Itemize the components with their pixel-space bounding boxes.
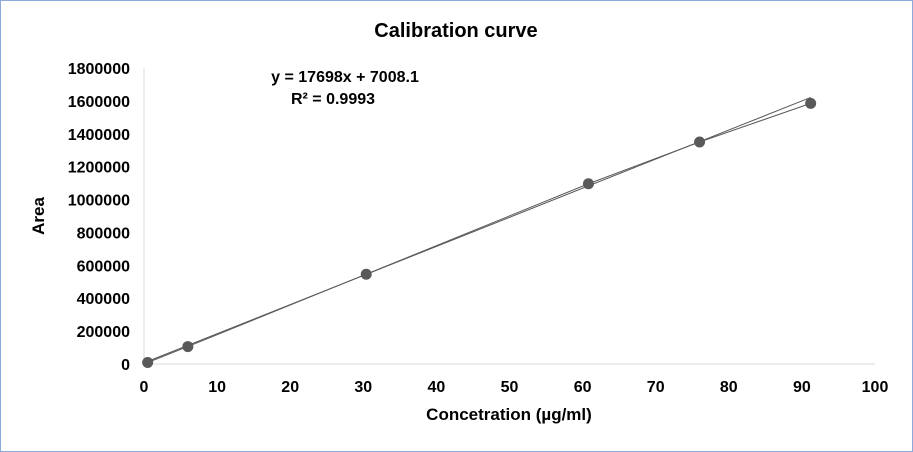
data-point <box>360 268 372 280</box>
x-tick-label: 70 <box>647 379 665 396</box>
x-tick-label: 40 <box>428 379 446 396</box>
data-points <box>142 97 817 369</box>
trendline-equation: y = 17698x + 7008.1 <box>271 69 419 86</box>
y-tick-label: 200000 <box>77 324 130 341</box>
x-tick-label: 30 <box>354 379 372 396</box>
series-line <box>147 102 811 363</box>
x-tick-label: 100 <box>862 379 889 396</box>
x-tick-label: 90 <box>793 379 811 396</box>
y-tick-label: 800000 <box>77 225 130 242</box>
linear-trendline <box>147 96 811 362</box>
x-tick-label: 20 <box>281 379 299 396</box>
x-tick-label: 0 <box>140 379 149 396</box>
y-tick-label: 1200000 <box>68 160 130 177</box>
data-point <box>694 136 706 148</box>
data-point <box>582 178 594 190</box>
data-point <box>142 357 154 369</box>
y-tick-label: 1800000 <box>68 61 130 78</box>
y-tick-label: 0 <box>121 357 130 374</box>
trendline-group <box>147 96 811 362</box>
y-axis-title: Area <box>29 197 48 235</box>
y-tick-label: 600000 <box>77 258 130 275</box>
data-point <box>182 341 194 353</box>
y-tick-label: 400000 <box>77 291 130 308</box>
x-tick-labels: 0 10 20 30 40 50 60 70 80 90 100 <box>140 379 889 396</box>
series-line-group <box>147 102 811 363</box>
x-tick-label: 60 <box>574 379 592 396</box>
y-tick-labels: 0 200000 400000 600000 800000 1000000 1200000 1… <box>68 61 130 374</box>
r-squared-label: R² = 0.9993 <box>291 91 375 108</box>
y-tick-label: 1000000 <box>68 193 130 210</box>
y-tick-label: 1400000 <box>68 127 130 144</box>
data-point <box>805 97 817 109</box>
x-tick-label: 50 <box>501 379 519 396</box>
chart-title: Calibration curve <box>374 20 537 42</box>
y-tick-label: 1600000 <box>68 94 130 111</box>
x-axis-title: Concetration (µg/ml) <box>426 405 592 424</box>
x-tick-label: 80 <box>720 379 738 396</box>
x-tick-label: 10 <box>208 379 226 396</box>
